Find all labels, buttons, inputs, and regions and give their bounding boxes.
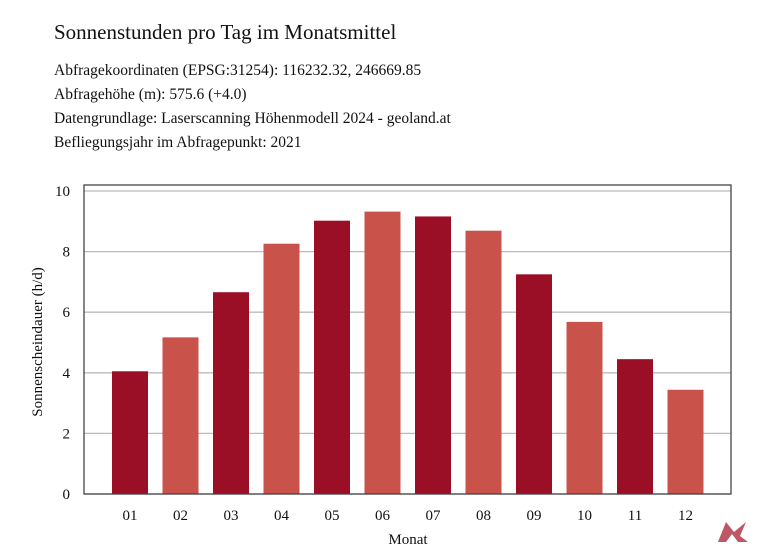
bar-12: [667, 389, 704, 494]
chart-title: Sonnenstunden pro Tag im Monatsmittel: [54, 20, 397, 44]
y-tick-label: 4: [63, 366, 71, 382]
x-tick-label: 11: [628, 508, 642, 524]
bar-10: [566, 321, 603, 494]
x-tick-label: 04: [274, 508, 290, 524]
bar-09: [516, 274, 552, 494]
x-tick-label: 07: [426, 508, 442, 524]
x-tick-label: 10: [577, 508, 592, 524]
bar-08: [465, 230, 502, 494]
y-tick-label: 10: [55, 184, 70, 200]
logo: [718, 522, 748, 542]
x-axis-label: Monat: [388, 532, 428, 548]
plot-frame: [83, 184, 732, 495]
bar-11: [617, 359, 653, 494]
x-tick-label: 12: [678, 508, 693, 524]
info-height: Abfragehöhe (m): 575.6 (+4.0): [54, 86, 247, 103]
bar-01: [112, 371, 148, 494]
x-tick-label: 08: [476, 508, 491, 524]
info-source: Datengrundlage: Laserscanning Höhenmodel…: [54, 110, 451, 127]
x-tick-label: 03: [224, 508, 239, 524]
x-tick-label: 01: [123, 508, 138, 524]
info-year: Befliegungsjahr im Abfragepunkt: 2021: [54, 134, 302, 151]
y-tick-label: 8: [63, 245, 71, 261]
bar-05: [314, 220, 350, 494]
bar-03: [213, 292, 249, 494]
y-tick-label: 0: [63, 487, 71, 503]
bar-02: [162, 337, 199, 494]
x-tick-label: 02: [173, 508, 188, 524]
x-tick-label: 09: [527, 508, 542, 524]
bar-04: [263, 243, 300, 494]
bar-06: [364, 211, 401, 494]
x-tick-label: 06: [375, 508, 391, 524]
x-tick-label: 05: [325, 508, 340, 524]
bar-07: [415, 216, 451, 494]
info-coordinates: Abfragekoordinaten (EPSG:31254): 116232.…: [54, 62, 422, 79]
y-tick-label: 6: [63, 305, 71, 321]
y-tick-label: 2: [63, 426, 71, 442]
y-axis-label: Sonnenscheindauer (h/d): [30, 267, 46, 417]
